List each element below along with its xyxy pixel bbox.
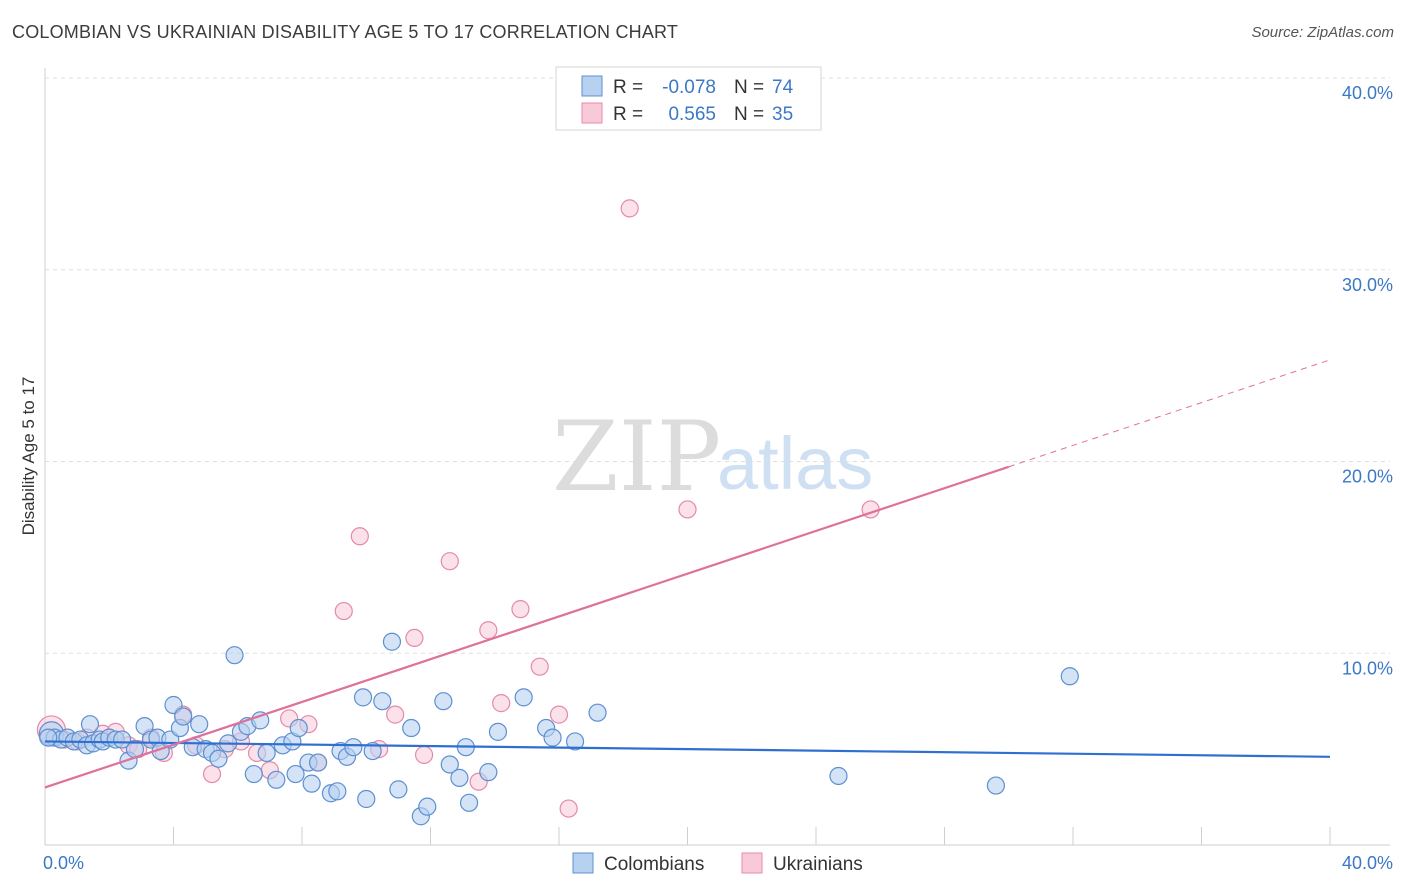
- colombians-point: [190, 715, 209, 734]
- ukrainians-point: [559, 799, 578, 818]
- colombians-point: [80, 715, 100, 734]
- source-label: Source: ZipAtlas.com: [1251, 24, 1394, 41]
- y-tick-label-0: 10.0%: [1342, 658, 1393, 678]
- series-label-ukrainians: Ukrainians: [773, 854, 863, 875]
- y-tick-label-1: 20.0%: [1342, 467, 1393, 487]
- correlation-legend: R = -0.078 N = 74 R = 0.565 N = 35: [555, 66, 822, 131]
- legend-n-label-1: N =: [734, 77, 764, 98]
- axes: [44, 68, 1390, 846]
- colombians-trend-line: [44, 740, 1331, 758]
- x-tick-label-0: 0.0%: [43, 853, 84, 873]
- colombians-point: [382, 632, 402, 651]
- ukrainians-point: [405, 628, 424, 648]
- ukrainians-point: [492, 694, 511, 713]
- colombians-point: [357, 789, 376, 809]
- colombians-point: [986, 776, 1006, 795]
- grid-lines: [45, 77, 1390, 654]
- watermark-atlas: atlas: [717, 422, 873, 505]
- ukrainians-point: [350, 527, 369, 546]
- legend-n-value-1: 74: [772, 77, 794, 98]
- legend-r-label-1: R =: [613, 77, 643, 98]
- x-tick-label-1: 40.0%: [1342, 853, 1393, 873]
- colombians-point: [225, 646, 244, 665]
- colombians-point: [418, 797, 437, 816]
- colombians-point: [286, 764, 305, 784]
- ukrainians-points: [36, 199, 880, 818]
- legend-r-label-2: R =: [613, 104, 643, 125]
- y-tick-labels: 10.0% 20.0% 30.0% 40.0%: [1342, 83, 1393, 678]
- ukrainians-point: [530, 657, 549, 676]
- ukrainians-trend-line-extension: [1008, 359, 1331, 468]
- colombians-point: [588, 703, 607, 722]
- ukrainians-point: [511, 600, 530, 619]
- colombians-point: [302, 774, 321, 793]
- colombians-point: [402, 718, 421, 738]
- colombians-point: [39, 728, 58, 747]
- colombians-point: [565, 732, 585, 751]
- y-tick-label-3: 40.0%: [1342, 83, 1393, 103]
- colombians-point: [209, 749, 228, 768]
- series-swatch-colombians: [572, 852, 594, 874]
- ukrainians-point: [386, 705, 405, 724]
- legend-r-value-2: 0.565: [668, 104, 716, 125]
- series-swatch-ukrainians: [741, 852, 763, 874]
- colombians-point: [440, 755, 459, 774]
- ukrainians-point: [202, 764, 222, 784]
- ukrainians-point: [334, 601, 353, 621]
- ukrainians-trend-line: [44, 465, 1010, 789]
- colombians-point: [363, 741, 382, 761]
- colombians-points: [38, 632, 1079, 826]
- chart-title: COLOMBIAN VS UKRAINIAN DISABILITY AGE 5 …: [12, 22, 679, 42]
- watermark-zip: ZIP: [552, 401, 721, 513]
- ukrainians-point: [440, 552, 459, 571]
- colombians-point: [289, 718, 308, 738]
- colombians-point: [389, 780, 408, 799]
- colombians-point: [267, 770, 286, 789]
- colombians-point: [112, 730, 132, 749]
- colombians-point: [257, 743, 276, 763]
- legend-swatch-ukrainians: [581, 102, 603, 124]
- colombians-point: [459, 793, 479, 812]
- ukrainians-point: [479, 621, 498, 640]
- colombians-point: [244, 764, 263, 784]
- legend-n-label-2: N =: [734, 104, 764, 125]
- ukrainians-point: [549, 705, 569, 724]
- y-tick-label-2: 30.0%: [1342, 275, 1393, 295]
- colombians-point: [829, 766, 848, 786]
- y-axis-label: Disability Age 5 to 17: [19, 377, 38, 536]
- x-tick-labels: 0.0% 40.0%: [43, 853, 1393, 873]
- colombians-point: [514, 688, 533, 707]
- colombians-point: [328, 782, 347, 801]
- ukrainians-point: [678, 500, 697, 519]
- colombians-point: [308, 753, 328, 772]
- legend-r-value-1: -0.078: [662, 77, 716, 98]
- ukrainians-point: [414, 745, 434, 764]
- colombians-point: [353, 688, 373, 707]
- watermark: ZIP atlas: [552, 401, 873, 513]
- colombians-point: [1060, 667, 1079, 686]
- colombians-point: [543, 728, 562, 747]
- colombians-point: [479, 763, 498, 782]
- colombians-point: [488, 722, 508, 741]
- colombians-point: [174, 707, 193, 726]
- colombians-point: [434, 692, 453, 711]
- series-legend: Colombians Ukrainians: [572, 852, 863, 875]
- colombians-point: [450, 768, 469, 787]
- ukrainians-point: [620, 199, 639, 218]
- trend-lines: [44, 359, 1331, 789]
- colombians-point: [373, 692, 392, 711]
- legend-n-value-2: 35: [772, 104, 793, 125]
- legend-swatch-colombians: [581, 75, 603, 97]
- series-label-colombians: Colombians: [604, 854, 704, 875]
- colombians-point: [344, 738, 363, 757]
